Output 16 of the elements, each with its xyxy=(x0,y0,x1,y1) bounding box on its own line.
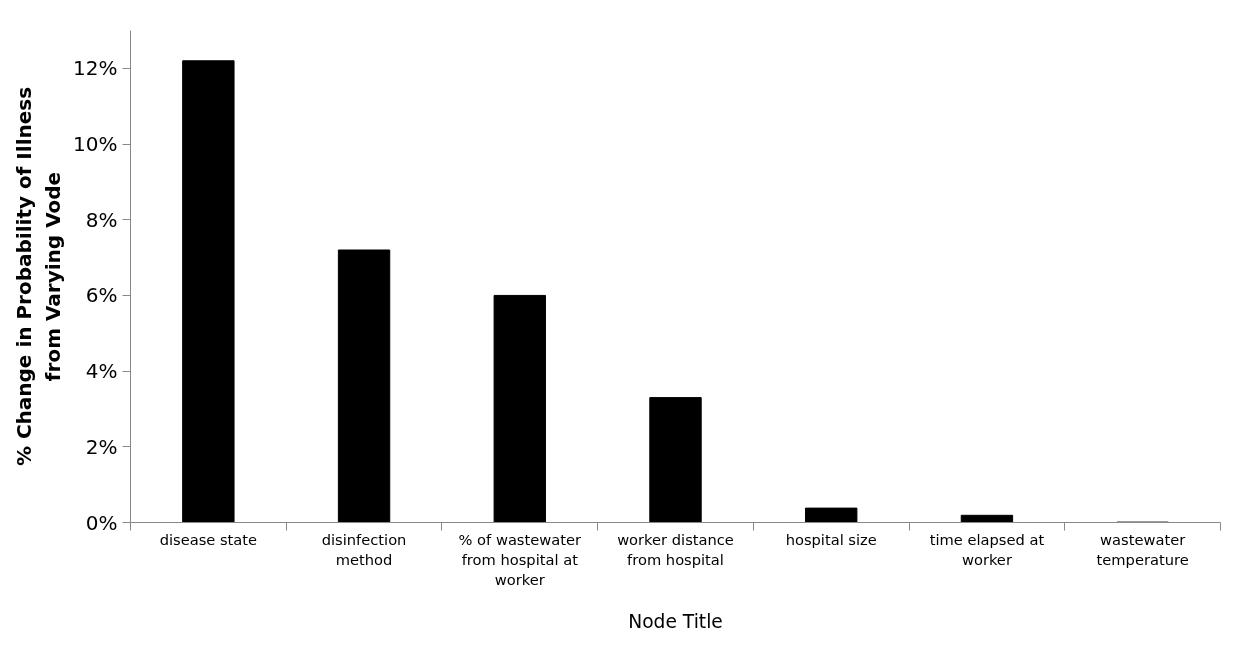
y-tick-label: 2% xyxy=(85,434,118,459)
y-axis-title: % Change in Probability of Illness from Varying Vode xyxy=(12,86,66,467)
y-tick-label: 4% xyxy=(85,359,118,384)
y-tick-label: 0% xyxy=(85,510,118,535)
x-tick-label: wastewater temperature xyxy=(1096,530,1189,568)
x-tick-label: disease state xyxy=(159,530,258,548)
y-tick-label: 10% xyxy=(73,132,118,157)
x-axis-title: Node Title xyxy=(628,611,723,633)
x-tick-label: worker distance from hospital xyxy=(617,530,734,568)
x-tick-label: % of wastewater from hospital at worker xyxy=(458,530,583,589)
x-tick-label: disinfection method xyxy=(321,530,407,568)
y-tick-label: 6% xyxy=(85,283,118,308)
y-tick-label: 12% xyxy=(73,56,118,81)
y-tick-label: 8% xyxy=(85,207,118,232)
x-tick-label: hospital size xyxy=(785,530,877,548)
x-tick-label: time elapsed at worker xyxy=(929,530,1045,568)
